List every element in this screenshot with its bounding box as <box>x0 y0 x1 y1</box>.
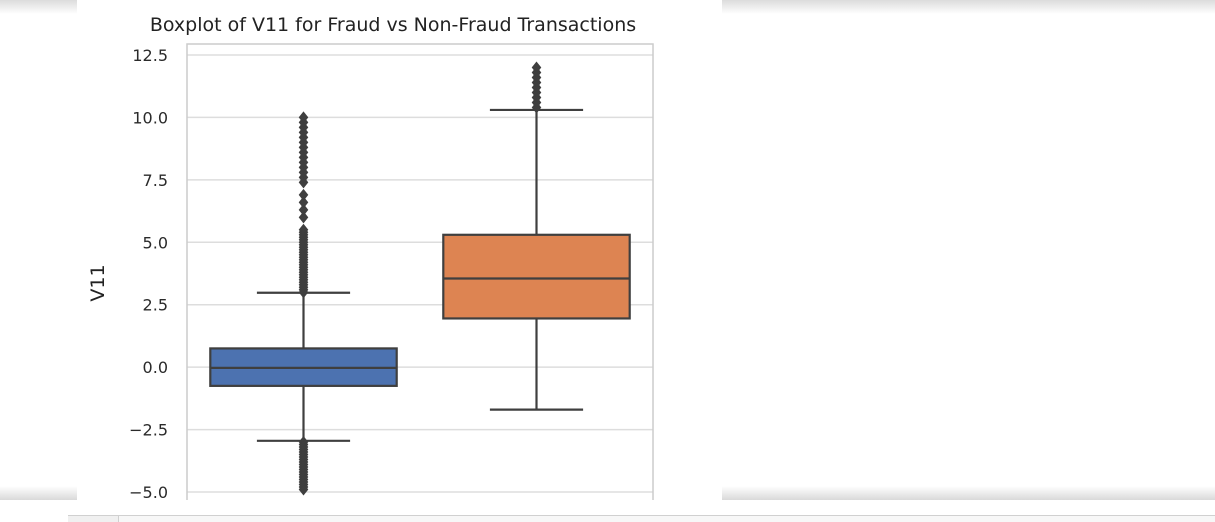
y-tick-label: 10.0 <box>132 108 168 127</box>
chart-title: Boxplot of V11 for Fraud vs Non-Fraud Tr… <box>150 14 636 36</box>
y-tick-label: −2.5 <box>129 421 168 440</box>
next-notebook-cell[interactable] <box>68 515 1215 522</box>
outlier-point <box>298 211 309 224</box>
outlier-point <box>531 61 542 74</box>
y-tick-label: 2.5 <box>143 296 168 315</box>
y-tick-label: 5.0 <box>143 233 168 252</box>
y-tick-label: −5.0 <box>129 483 168 500</box>
outlier-point <box>298 223 309 236</box>
y-tick-label: 12.5 <box>132 46 168 65</box>
plot-frame <box>186 43 654 500</box>
iqr-box <box>442 233 631 320</box>
box-group-2 <box>442 61 631 411</box>
boxplot-chart: 12.5 10.0 7.5 5.0 2.5 0.0 −2.5 −5.0 Boxplot of … <box>87 14 654 500</box>
outlier-point <box>298 188 309 201</box>
cell-prompt-gutter <box>68 516 119 522</box>
y-axis-label: V11 <box>87 264 109 301</box>
chart-output-area: 12.5 10.0 7.5 5.0 2.5 0.0 −2.5 −5.0 Boxplot of … <box>77 0 722 500</box>
box-layer <box>209 61 631 496</box>
outlier-point <box>298 203 309 216</box>
outlier-point <box>298 483 309 496</box>
outlier-point <box>298 196 309 209</box>
y-tick-label: 7.5 <box>143 171 168 190</box>
box-group-1 <box>209 111 398 496</box>
outlier-point <box>298 111 309 124</box>
y-tick-label: 0.0 <box>143 358 168 377</box>
y-tick-labels: 12.5 10.0 7.5 5.0 2.5 0.0 −2.5 −5.0 <box>129 46 168 500</box>
